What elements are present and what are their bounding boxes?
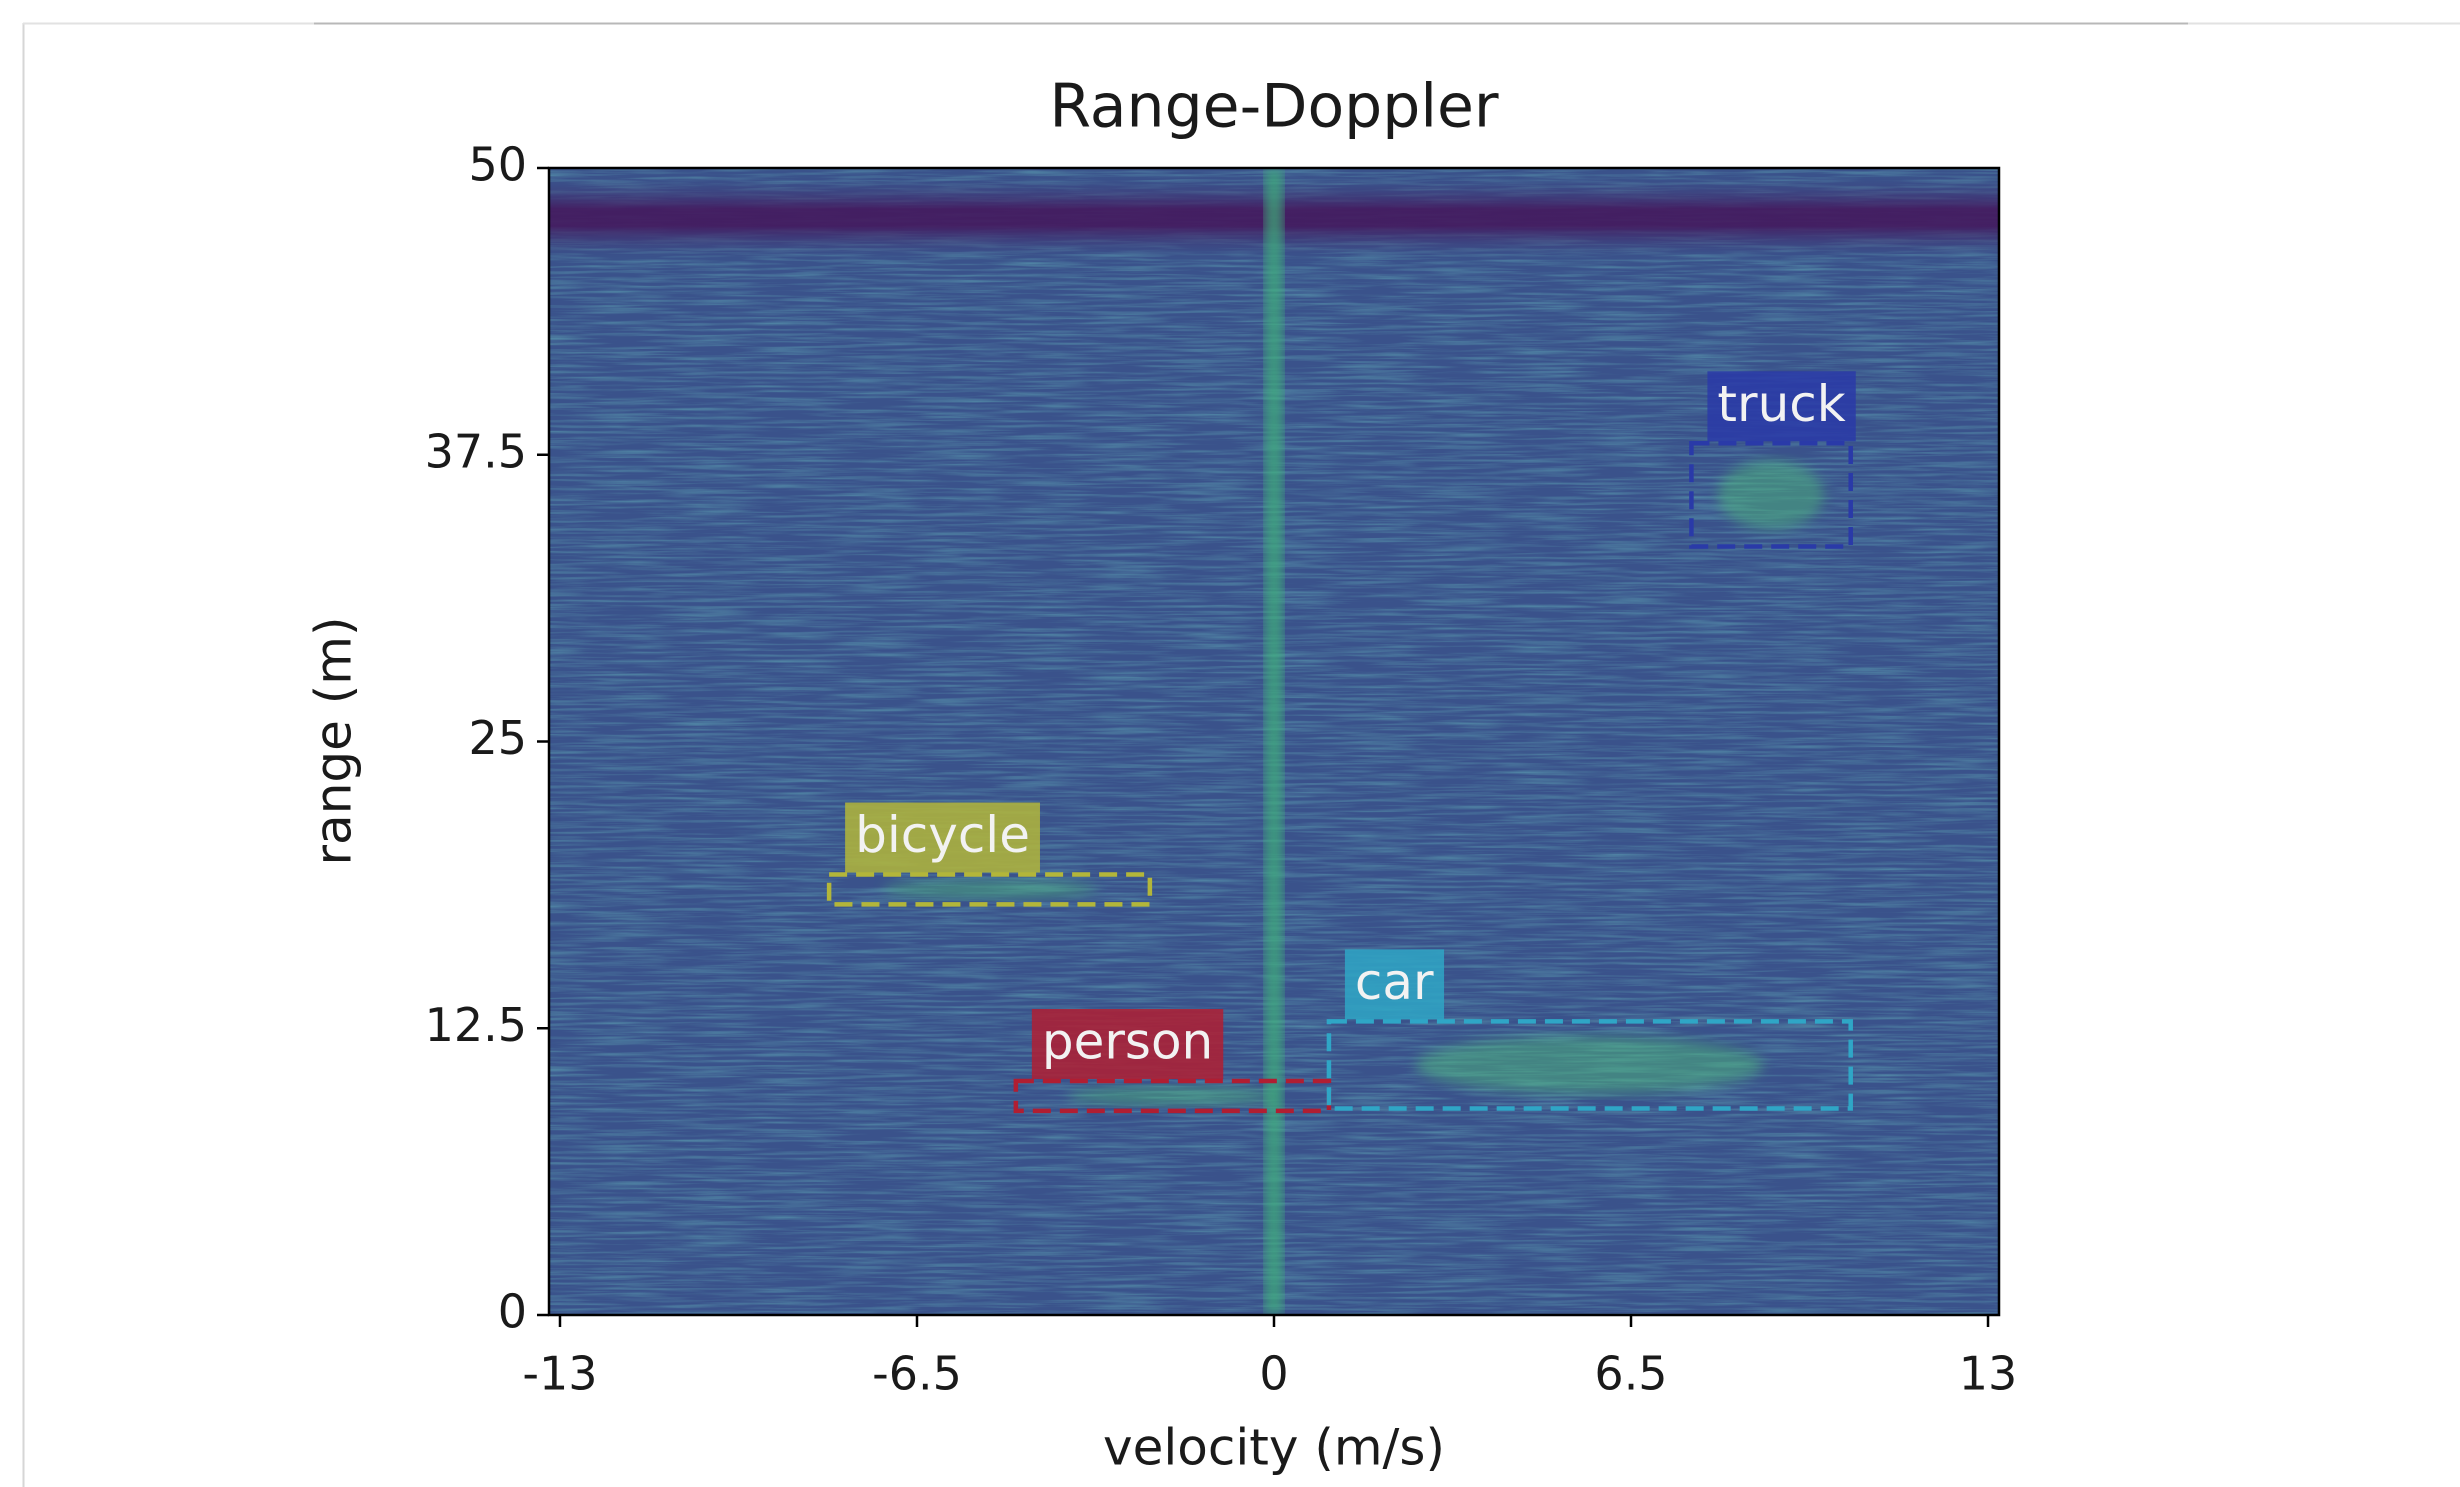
x-tick-label: 6.5 <box>1594 1347 1667 1401</box>
box-label-text: car <box>1355 953 1434 1011</box>
target-glow <box>1717 460 1825 530</box>
target-glow <box>1068 1085 1277 1106</box>
box-label-text: bicycle <box>855 806 1030 864</box>
heatmap <box>549 168 1999 1315</box>
zero-doppler-streak <box>1265 168 1283 1315</box>
bounding-box <box>1326 1019 1853 1111</box>
heatmap-glow <box>882 168 1825 1315</box>
box-label-background <box>1031 1009 1224 1080</box>
y-tick-label: 37.5 <box>425 424 527 478</box>
bounding-box <box>826 872 1153 907</box>
box-label: truck <box>1707 371 1856 442</box>
box-label-background <box>845 802 1040 873</box>
x-tick-label: -6.5 <box>872 1347 962 1401</box>
y-tick-label: 25 <box>468 711 527 765</box>
x-tick-label: 13 <box>1959 1347 2018 1401</box>
x-axis-label: velocity (m/s) <box>1103 1419 1445 1477</box>
target-glow <box>882 879 1097 900</box>
box-label: bicycle <box>845 802 1040 873</box>
y-tick-label: 50 <box>468 138 527 192</box>
y-axis-label: range (m) <box>305 617 363 866</box>
plot-marks: -13 -6.5 0 6.5 13 0 12.5 25 37.5 50 truck bicycle pe… <box>425 138 2018 1401</box>
target-glow <box>1415 1035 1764 1095</box>
y-tick-label: 0 <box>498 1285 527 1339</box>
chart-title: Range-Doppler <box>1049 72 1498 142</box>
box-label: person <box>1031 1009 1224 1080</box>
bounding-box <box>1689 441 1853 549</box>
box-label-text: person <box>1042 1013 1213 1071</box>
box-label-background <box>1707 371 1856 442</box>
x-tick-label: 0 <box>1259 1347 1288 1401</box>
plot-frame <box>547 166 2001 1317</box>
box-label-text: truck <box>1717 375 1845 433</box>
y-tick-label: 12.5 <box>425 998 527 1052</box>
x-tick-label: -13 <box>522 1347 597 1401</box>
box-label-background <box>1344 949 1445 1020</box>
box-label: car <box>1344 949 1445 1020</box>
